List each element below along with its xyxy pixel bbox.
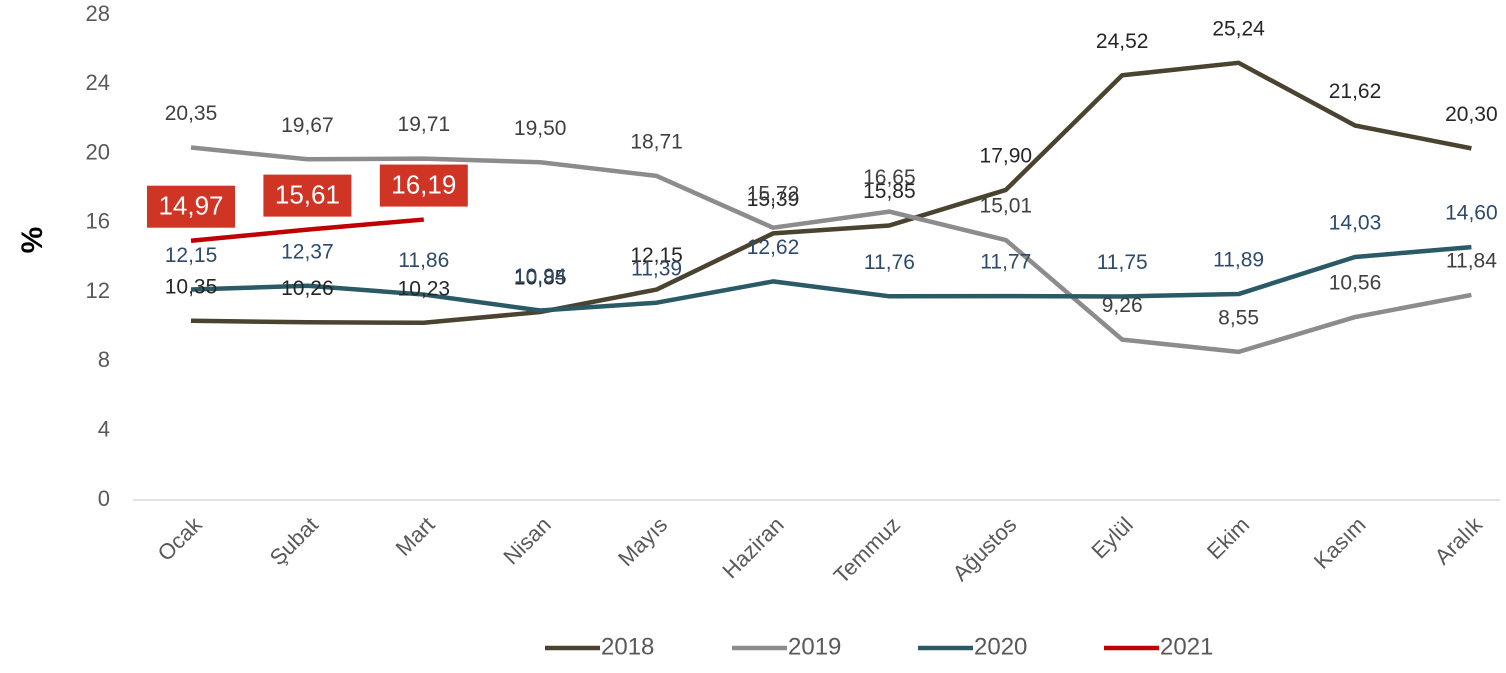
value-label: 20,35 [165, 102, 218, 125]
value-label: 18,71 [630, 130, 683, 153]
value-label: 10,56 [1329, 272, 1382, 295]
value-label: 11,86 [398, 249, 449, 272]
value-label: 12,15 [165, 244, 218, 267]
y-tick-label: 16 [86, 209, 110, 234]
value-label: 8,55 [1218, 306, 1259, 329]
x-tick-label: Temmuz [829, 512, 905, 588]
legend-label: 2020 [974, 633, 1027, 660]
value-label: 17,90 [980, 144, 1033, 167]
value-label: 11,75 [1097, 251, 1148, 274]
value-label-bg [263, 174, 352, 217]
value-label: 10,23 [398, 277, 451, 300]
value-label-bg [379, 164, 468, 207]
value-label: 9,26 [1102, 294, 1143, 317]
legend-label: 2021 [1160, 633, 1213, 660]
value-label: 14,97 [158, 191, 223, 221]
x-tick-label: Haziran [717, 512, 788, 583]
series-line [190, 60, 1472, 326]
legend-label: 2019 [788, 633, 841, 660]
value-label: 16,19 [391, 169, 456, 199]
x-tick-label: Ocak [153, 511, 208, 566]
value-label-box: 14,97 [147, 185, 235, 228]
value-label: 12,37 [281, 240, 334, 263]
value-label: 25,24 [1212, 17, 1265, 40]
y-axis-title: % [16, 227, 49, 254]
series-line [190, 145, 1472, 355]
value-label: 12,15 [630, 244, 683, 267]
value-label-box: 16,19 [379, 164, 468, 207]
value-label: 11,76 [864, 251, 915, 274]
value-label: 15,01 [980, 195, 1033, 218]
value-label: 10,35 [165, 275, 218, 298]
value-label: 14,60 [1445, 202, 1498, 225]
x-tick-label: Mart [391, 512, 440, 561]
value-label: 10,85 [514, 267, 567, 290]
x-tick-label: Mayıs [613, 512, 672, 571]
value-label: 10,26 [281, 277, 334, 300]
x-tick-label: Ağustos [948, 512, 1022, 586]
value-label: 15,72 [747, 182, 800, 205]
legend-label: 2018 [601, 633, 654, 660]
y-tick-label: 24 [86, 70, 110, 95]
value-label: 19,71 [398, 113, 451, 136]
y-tick-label: 20 [86, 139, 110, 164]
value-label: 21,62 [1329, 80, 1382, 103]
x-tick-label: Şubat [265, 512, 323, 570]
x-tick-label: Kasım [1309, 512, 1371, 574]
value-label: 11,84 [1446, 249, 1497, 272]
y-tick-label: 12 [86, 278, 110, 303]
y-tick-label: 28 [86, 1, 110, 26]
value-label: 19,67 [281, 114, 334, 137]
x-tick-label: Aralık [1430, 511, 1488, 569]
value-label: 15,61 [275, 179, 340, 209]
series-line [190, 217, 424, 243]
value-label: 16,65 [863, 166, 916, 189]
value-label: 10,94 [514, 265, 567, 288]
x-tick-label: Nisan [498, 512, 555, 569]
x-tick-label: Eylül [1086, 512, 1137, 563]
value-label: 20,30 [1445, 103, 1498, 126]
value-label: 24,52 [1096, 30, 1149, 53]
value-label-bg [147, 185, 235, 228]
y-tick-label: 8 [98, 347, 110, 372]
value-label: 15,39 [747, 188, 800, 211]
series-line [190, 244, 1472, 313]
x-tick-label: Ekim [1202, 512, 1254, 564]
value-label-box: 15,61 [263, 174, 352, 217]
value-label: 11,77 [980, 251, 1031, 274]
value-label: 19,50 [514, 117, 567, 140]
value-label: 12,62 [747, 236, 800, 259]
y-tick-label: 4 [98, 417, 110, 442]
y-tick-label: 0 [98, 486, 110, 511]
value-label: 11,39 [631, 257, 682, 280]
value-label: 14,03 [1329, 212, 1382, 235]
value-label: 11,89 [1213, 249, 1264, 272]
value-label: 15,85 [863, 180, 916, 203]
